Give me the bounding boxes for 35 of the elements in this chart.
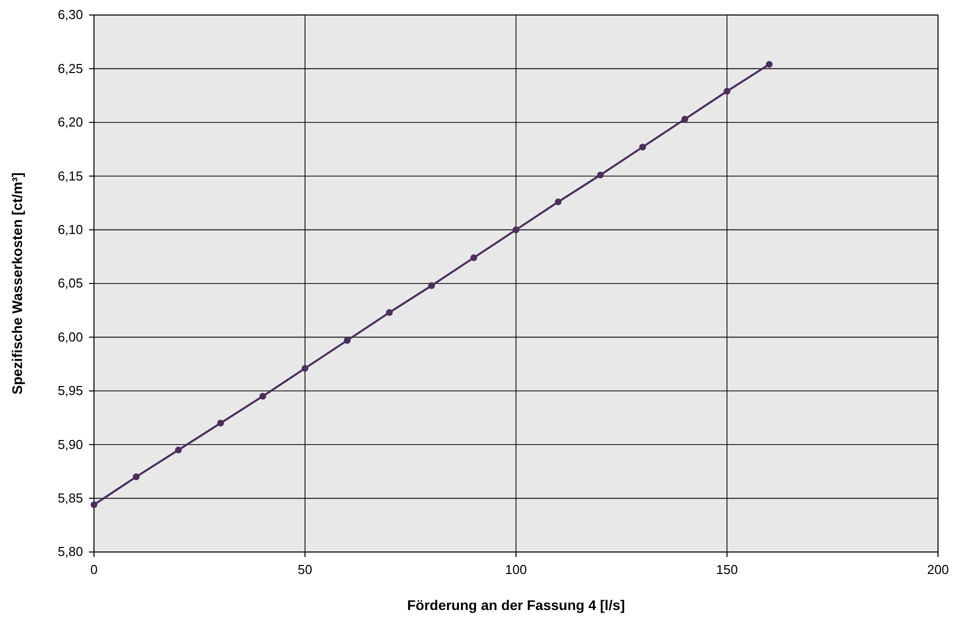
point xyxy=(639,144,646,150)
point xyxy=(470,254,478,262)
y-tick-label: 6,25 xyxy=(58,60,83,76)
x-tick-label: 200 xyxy=(927,562,949,578)
y-tick-label: 6,10 xyxy=(58,222,83,237)
y-tick-label: 6,15 xyxy=(58,168,83,184)
point xyxy=(386,309,393,316)
x-tick-label: 50 xyxy=(298,562,312,578)
x-axis-title: Förderung an der Fassung 4 [l/s] xyxy=(407,597,625,613)
y-axis-title: Spezifische Wasserkosten [ct/m³] xyxy=(9,172,25,394)
point xyxy=(428,282,435,290)
point xyxy=(681,116,688,123)
point xyxy=(132,473,140,480)
y-tick-label: 6,20 xyxy=(58,114,83,130)
y-tick-label: 5,90 xyxy=(58,436,83,452)
y-tick-label: 5,85 xyxy=(58,490,83,506)
point xyxy=(344,337,351,344)
point xyxy=(512,226,520,234)
x-tick-label: 150 xyxy=(716,562,738,578)
point xyxy=(217,420,224,426)
y-tick-label: 6,05 xyxy=(58,276,83,291)
point xyxy=(259,392,266,400)
y-tick-label: 5,80 xyxy=(58,544,83,560)
point xyxy=(766,61,773,68)
x-tick-label: 0 xyxy=(90,562,98,578)
y-tick-label: 6,00 xyxy=(58,329,83,344)
point xyxy=(302,364,308,372)
point xyxy=(90,501,98,508)
x-tick-label: 100 xyxy=(505,562,527,578)
y-tick-label: 6,30 xyxy=(58,7,83,22)
y-tick-label: 5,95 xyxy=(58,383,83,398)
point xyxy=(175,446,182,454)
point xyxy=(554,198,562,206)
point xyxy=(724,88,730,95)
point xyxy=(597,172,604,178)
